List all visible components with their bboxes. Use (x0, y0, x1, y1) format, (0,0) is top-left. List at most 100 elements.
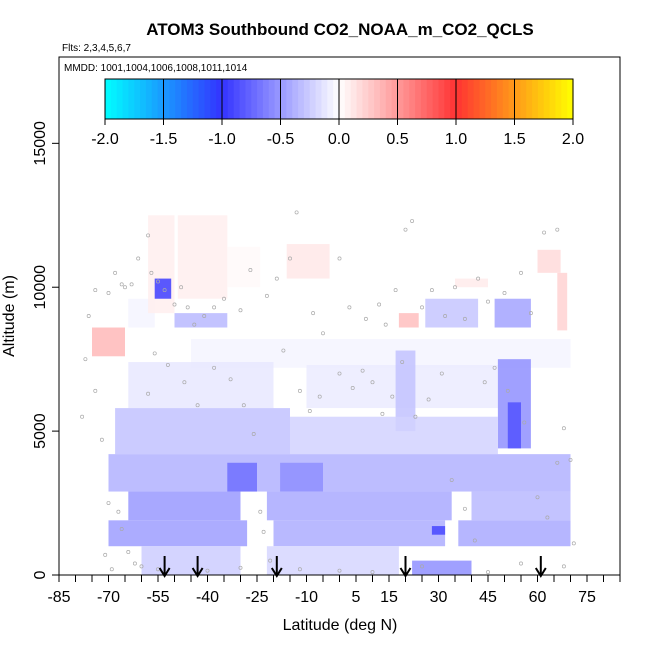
heatmap-cell (174, 313, 228, 328)
data-point (462, 506, 467, 511)
colorbar-swatch (280, 79, 287, 119)
heatmap-cell (455, 278, 488, 288)
heatmap-cell (290, 416, 498, 455)
data-point (542, 230, 547, 235)
colorbar-swatch (274, 79, 282, 119)
data-point (380, 411, 385, 416)
y-tick-label: 5000 (32, 413, 49, 449)
x-axis-label: Latitude (deg N) (283, 617, 398, 634)
data-point (294, 210, 299, 215)
colorbar-swatch (222, 79, 229, 119)
colorbar-swatch (128, 79, 135, 119)
arrow-marker (191, 556, 204, 578)
data-point (83, 357, 88, 362)
heatmap-cell (128, 362, 274, 409)
colorbar-swatch (362, 79, 369, 119)
data-point (109, 567, 114, 572)
colorbar-swatch (491, 79, 498, 119)
data-point (505, 388, 510, 393)
colorbar-swatch (520, 79, 527, 119)
data-point (146, 391, 151, 396)
colorbar-swatch (227, 79, 235, 119)
heatmap-cell (141, 546, 241, 575)
colorbar-swatch (485, 79, 492, 119)
flights-subtitle: Flts: 2,3,4,5,6,7 (62, 43, 131, 54)
colorbar-swatch (262, 79, 270, 119)
x-axis: -85 -70 -55 -40 -25 -10 5 15 30 45 60 75 (47, 575, 621, 606)
colorbar-swatch (467, 79, 475, 119)
arrow-marker (399, 556, 412, 578)
heatmap-cell (280, 462, 323, 492)
heatmap-cell (471, 491, 571, 521)
data-point (486, 570, 490, 575)
data-point (403, 227, 408, 232)
colorbar-tick-label: -1.0 (208, 131, 236, 148)
heatmap-cell (154, 278, 172, 299)
data-point (519, 270, 523, 275)
colorbar-swatch (368, 79, 375, 119)
heatmap-cell (115, 408, 290, 455)
colorbar-swatch (333, 79, 340, 119)
data-point (238, 308, 243, 313)
data-point (555, 227, 560, 232)
data-point (274, 276, 279, 281)
colorbar-swatch (379, 79, 387, 119)
colorbar-swatch (374, 79, 381, 119)
data-point (337, 256, 342, 261)
colorbar-swatch (110, 79, 118, 119)
x-tick-label: 60 (529, 589, 547, 606)
colorbar-swatch (543, 79, 551, 119)
colorbar-swatch (116, 79, 124, 119)
data-point (370, 380, 375, 385)
heatmap-cell (557, 272, 568, 331)
colorbar-swatch (385, 79, 393, 119)
arrow-marker (270, 556, 283, 578)
heatmap-cell (507, 402, 521, 449)
data-point (93, 288, 98, 293)
heatmap-cells (92, 215, 571, 575)
y-tick-label: 15000 (32, 121, 49, 166)
data-point (307, 409, 312, 413)
data-point (347, 305, 352, 310)
colorbar-swatch (397, 79, 404, 119)
data-point (179, 285, 184, 290)
data-point (337, 371, 342, 376)
data-point (103, 552, 108, 557)
x-tick-label: -70 (97, 589, 120, 606)
data-point (251, 432, 256, 436)
data-point (462, 316, 467, 321)
data-point (288, 256, 292, 261)
data-point (106, 291, 111, 295)
colorbar-swatch (403, 79, 410, 119)
x-tick-label: -25 (245, 589, 268, 606)
colorbar-tick-label: 1.5 (503, 131, 525, 148)
data-point (363, 316, 368, 321)
heatmap-cell (266, 491, 452, 521)
colorbar-swatch (391, 79, 399, 119)
data-point (410, 219, 415, 223)
data-point (297, 567, 302, 572)
colorbar-swatch (239, 79, 246, 119)
data-point (258, 509, 263, 514)
colorbar: -2.0 -1.5 -1.0 -0.5 0.0 0.5 1.0 1.5 2.0 (91, 78, 584, 148)
data-point (136, 256, 141, 261)
colorbar-swatch (415, 79, 422, 119)
heatmap-cell (128, 491, 241, 521)
data-point (337, 568, 342, 573)
arrow-marker (534, 556, 547, 578)
heatmap-cell (227, 462, 257, 492)
colorbar-tick-label: -0.5 (267, 131, 295, 148)
colorbar-tick-label: 1.0 (445, 131, 467, 148)
data-point (126, 550, 131, 554)
data-point (80, 414, 85, 419)
data-point (472, 538, 477, 543)
colorbar-swatch (444, 79, 451, 119)
colorbar-swatch (251, 79, 258, 119)
colorbar-swatch (198, 79, 206, 119)
data-point (182, 380, 187, 385)
colorbar-swatch (140, 79, 147, 119)
colorbar-swatch (286, 79, 293, 119)
colorbar-swatch (549, 79, 557, 119)
data-point (192, 322, 197, 327)
